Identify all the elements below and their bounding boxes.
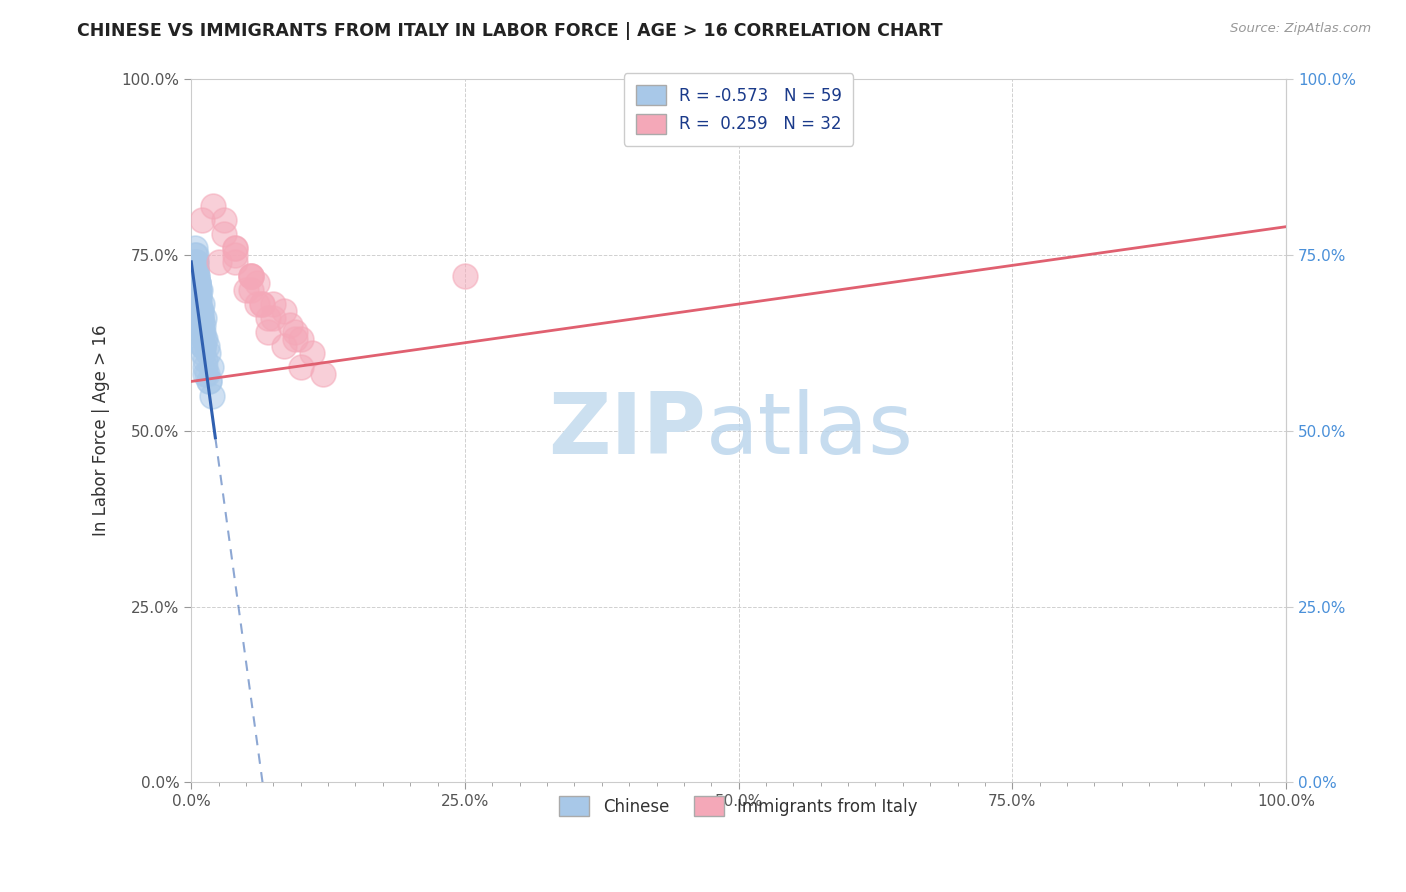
- Point: [246, 276, 269, 290]
- Point: [197, 375, 219, 389]
- Point: [183, 241, 205, 255]
- Point: [252, 297, 274, 311]
- Point: [190, 311, 212, 326]
- Point: [200, 360, 222, 375]
- Point: [195, 368, 218, 382]
- Point: [184, 268, 207, 283]
- Point: [262, 311, 284, 326]
- Point: [187, 276, 209, 290]
- Point: [187, 290, 209, 304]
- Point: [186, 268, 208, 283]
- Point: [284, 325, 307, 339]
- Point: [224, 248, 246, 262]
- Point: [187, 283, 209, 297]
- Point: [454, 268, 477, 283]
- Point: [187, 276, 209, 290]
- Point: [190, 304, 212, 318]
- Text: CHINESE VS IMMIGRANTS FROM ITALY IN LABOR FORCE | AGE > 16 CORRELATION CHART: CHINESE VS IMMIGRANTS FROM ITALY IN LABO…: [77, 22, 943, 40]
- Point: [257, 311, 280, 326]
- Point: [191, 297, 214, 311]
- Point: [190, 311, 212, 326]
- Point: [197, 346, 219, 360]
- Point: [187, 290, 209, 304]
- Point: [193, 311, 215, 326]
- Point: [188, 325, 211, 339]
- Point: [240, 268, 263, 283]
- Point: [284, 332, 307, 346]
- Point: [273, 304, 295, 318]
- Text: atlas: atlas: [706, 389, 914, 472]
- Point: [190, 318, 212, 333]
- Point: [186, 268, 208, 283]
- Point: [193, 339, 215, 353]
- Point: [311, 368, 333, 382]
- Point: [290, 360, 312, 375]
- Point: [193, 346, 215, 360]
- Point: [188, 311, 211, 326]
- Point: [194, 353, 217, 368]
- Point: [193, 339, 215, 353]
- Point: [194, 368, 217, 382]
- Point: [187, 276, 209, 290]
- Point: [183, 248, 205, 262]
- Point: [184, 261, 207, 276]
- Point: [193, 339, 215, 353]
- Point: [187, 276, 209, 290]
- Point: [183, 255, 205, 269]
- Point: [188, 283, 211, 297]
- Point: [273, 339, 295, 353]
- Text: ZIP: ZIP: [548, 389, 706, 472]
- Point: [262, 297, 284, 311]
- Point: [187, 283, 209, 297]
- Point: [240, 268, 263, 283]
- Y-axis label: In Labor Force | Age > 16: In Labor Force | Age > 16: [93, 325, 110, 536]
- Point: [278, 318, 301, 333]
- Point: [193, 332, 215, 346]
- Point: [190, 318, 212, 333]
- Point: [235, 283, 257, 297]
- Point: [187, 290, 209, 304]
- Point: [190, 311, 212, 326]
- Point: [246, 297, 269, 311]
- Point: [252, 297, 274, 311]
- Point: [193, 325, 215, 339]
- Point: [202, 198, 225, 212]
- Point: [240, 283, 263, 297]
- Point: [194, 360, 217, 375]
- Point: [212, 212, 235, 227]
- Point: [240, 268, 263, 283]
- Point: [224, 241, 246, 255]
- Point: [184, 261, 207, 276]
- Point: [184, 255, 207, 269]
- Point: [187, 283, 209, 297]
- Point: [187, 297, 209, 311]
- Point: [212, 227, 235, 241]
- Point: [184, 255, 207, 269]
- Point: [190, 304, 212, 318]
- Point: [191, 212, 214, 227]
- Point: [207, 255, 229, 269]
- Text: Source: ZipAtlas.com: Source: ZipAtlas.com: [1230, 22, 1371, 36]
- Point: [184, 261, 207, 276]
- Point: [194, 332, 217, 346]
- Point: [257, 325, 280, 339]
- Point: [187, 290, 209, 304]
- Point: [195, 339, 218, 353]
- Point: [201, 388, 224, 402]
- Point: [187, 297, 209, 311]
- Point: [301, 346, 323, 360]
- Point: [197, 375, 219, 389]
- Legend: Chinese, Immigrants from Italy: Chinese, Immigrants from Italy: [551, 788, 927, 825]
- Point: [184, 283, 207, 297]
- Point: [224, 241, 246, 255]
- Point: [193, 318, 215, 333]
- Point: [190, 318, 212, 333]
- Point: [290, 332, 312, 346]
- Point: [184, 248, 207, 262]
- Point: [187, 297, 209, 311]
- Point: [191, 325, 214, 339]
- Point: [224, 255, 246, 269]
